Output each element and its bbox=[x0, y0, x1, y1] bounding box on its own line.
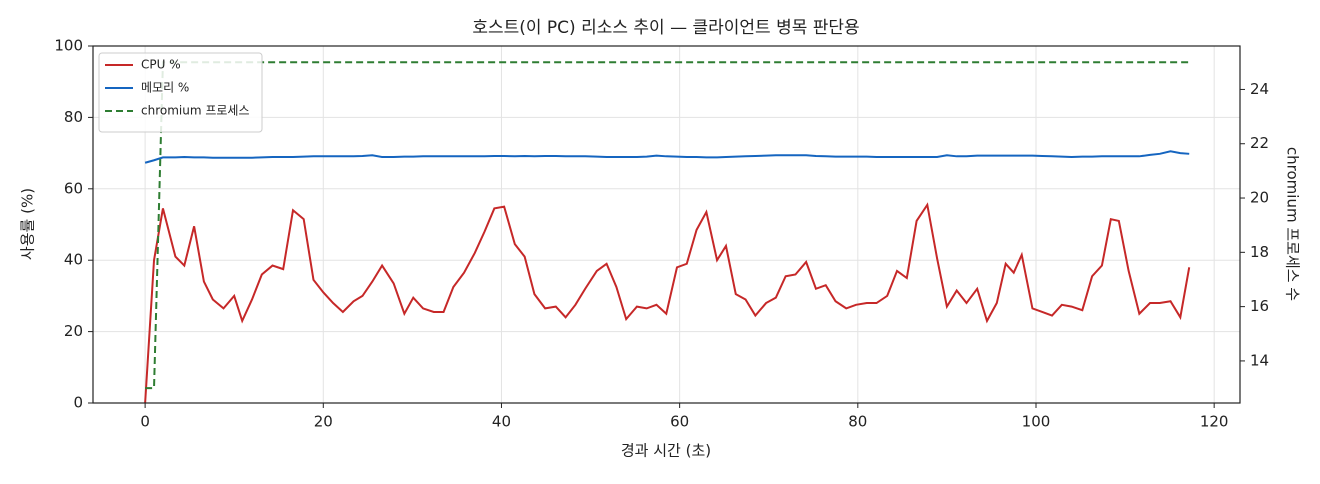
y-tick-label: 80 bbox=[64, 108, 83, 126]
x-tick-label: 0 bbox=[140, 413, 150, 431]
chart-title: 호스트(이 PC) 리소스 추이 — 클라이언트 병목 판단용 bbox=[472, 18, 859, 38]
y-tick-label: 100 bbox=[54, 37, 83, 55]
y2-tick-label: 22 bbox=[1250, 134, 1269, 152]
y2-axis-label: chromium 프로세스 수 bbox=[1284, 147, 1302, 301]
y2-tick-label: 16 bbox=[1250, 297, 1269, 315]
series-line bbox=[145, 61, 1190, 390]
series-line bbox=[144, 150, 1190, 164]
series-line bbox=[144, 202, 1191, 404]
x-tick-label: 120 bbox=[1200, 413, 1229, 431]
y-tick-label: 40 bbox=[64, 251, 83, 269]
x-tick-label: 100 bbox=[1022, 413, 1051, 431]
plot-frame bbox=[92, 45, 1241, 404]
y2-tick-label: 18 bbox=[1250, 243, 1269, 261]
x-tick-label: 80 bbox=[848, 413, 867, 431]
y-tick-label: 0 bbox=[73, 394, 83, 412]
legend-label: chromium 프로세스 bbox=[141, 104, 250, 118]
x-tick-label: 40 bbox=[492, 413, 511, 431]
y-axis-label: 사용률 (%) bbox=[19, 188, 37, 260]
legend-box bbox=[98, 52, 263, 133]
legend-label: CPU % bbox=[141, 58, 181, 72]
x-axis-label: 경과 시간 (초) bbox=[621, 442, 711, 460]
y2-tick-label: 24 bbox=[1250, 80, 1269, 98]
y-tick-label: 60 bbox=[64, 179, 83, 197]
x-tick-label: 20 bbox=[314, 413, 333, 431]
legend-label: 메모리 % bbox=[141, 81, 189, 95]
x-tick-label: 60 bbox=[670, 413, 689, 431]
y2-tick-label: 14 bbox=[1250, 351, 1269, 369]
y2-tick-label: 20 bbox=[1250, 189, 1269, 207]
y-tick-label: 20 bbox=[64, 322, 83, 340]
